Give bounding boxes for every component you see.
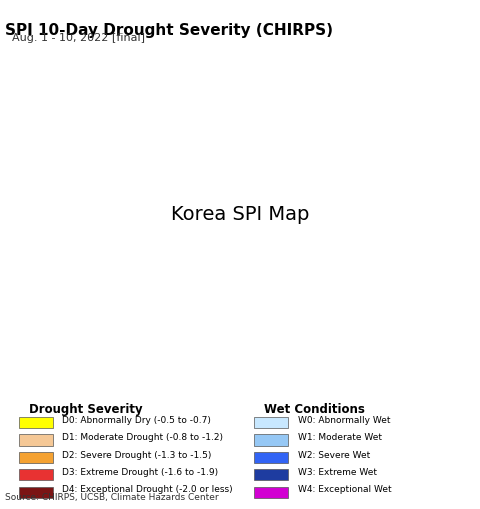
Text: W2: Severe Wet: W2: Severe Wet: [298, 449, 370, 459]
Text: W0: Abnormally Wet: W0: Abnormally Wet: [298, 415, 390, 424]
Text: W3: Extreme Wet: W3: Extreme Wet: [298, 467, 377, 476]
Text: W4: Exceptional Wet: W4: Exceptional Wet: [298, 485, 391, 493]
FancyBboxPatch shape: [19, 452, 53, 463]
Text: D3: Extreme Drought (-1.6 to -1.9): D3: Extreme Drought (-1.6 to -1.9): [62, 467, 218, 476]
FancyBboxPatch shape: [19, 469, 53, 480]
Text: D2: Severe Drought (-1.3 to -1.5): D2: Severe Drought (-1.3 to -1.5): [62, 449, 212, 459]
Text: Drought Severity: Drought Severity: [29, 403, 143, 415]
Text: SPI 10-Day Drought Severity (CHIRPS): SPI 10-Day Drought Severity (CHIRPS): [5, 23, 333, 38]
FancyBboxPatch shape: [254, 452, 288, 463]
FancyBboxPatch shape: [19, 417, 53, 429]
FancyBboxPatch shape: [19, 487, 53, 498]
Text: Aug. 1 - 10, 2022 [final]: Aug. 1 - 10, 2022 [final]: [12, 33, 145, 43]
Text: D0: Abnormally Dry (-0.5 to -0.7): D0: Abnormally Dry (-0.5 to -0.7): [62, 415, 211, 424]
FancyBboxPatch shape: [254, 487, 288, 498]
FancyBboxPatch shape: [254, 469, 288, 480]
Text: Korea SPI Map: Korea SPI Map: [171, 204, 309, 223]
Text: Source: CHIRPS, UCSB, Climate Hazards Center: Source: CHIRPS, UCSB, Climate Hazards Ce…: [5, 492, 218, 501]
FancyBboxPatch shape: [254, 435, 288, 446]
Text: W1: Moderate Wet: W1: Moderate Wet: [298, 432, 382, 441]
Text: D4: Exceptional Drought (-2.0 or less): D4: Exceptional Drought (-2.0 or less): [62, 485, 233, 493]
Text: D1: Moderate Drought (-0.8 to -1.2): D1: Moderate Drought (-0.8 to -1.2): [62, 432, 223, 441]
FancyBboxPatch shape: [254, 417, 288, 429]
FancyBboxPatch shape: [19, 435, 53, 446]
Text: Wet Conditions: Wet Conditions: [264, 403, 365, 415]
